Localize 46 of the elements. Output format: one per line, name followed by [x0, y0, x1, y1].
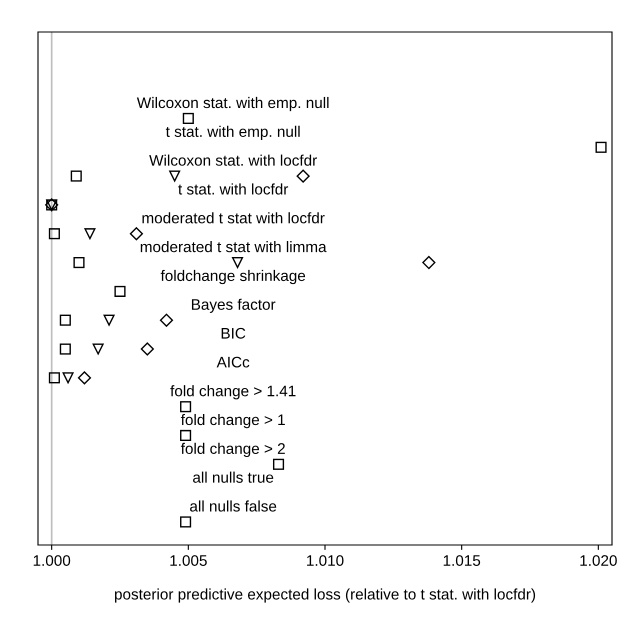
y-tick-label: Wilcoxon stat. with emp. null	[136, 96, 329, 112]
point	[84, 228, 96, 240]
point	[62, 372, 74, 384]
y-tick-label: fold change > 1	[180, 414, 285, 428]
y-tick-label: Wilcoxon stat. with locfdr	[149, 154, 317, 166]
point	[78, 371, 92, 384]
point	[296, 170, 310, 183]
y-tick-label: BIC	[222, 328, 246, 339]
point	[130, 227, 143, 240]
point	[73, 257, 85, 268]
point	[60, 314, 71, 326]
point	[180, 430, 192, 442]
point	[596, 142, 607, 153]
point	[140, 342, 154, 356]
y-tick-label: fold change > 1.41	[170, 385, 296, 400]
point	[60, 343, 71, 355]
x-tick-label: 1.010	[307, 555, 344, 566]
point	[48, 372, 60, 384]
y-tick-label: fold change > 2	[180, 442, 285, 458]
y-tick-label: moderated t stat with locfdr	[142, 212, 325, 224]
point	[104, 314, 115, 326]
point	[272, 458, 284, 470]
point	[422, 256, 436, 270]
x-tick-label: 1.000	[34, 555, 70, 566]
x-tick-label: 1.020	[580, 555, 617, 566]
point	[70, 170, 82, 182]
point	[48, 228, 60, 240]
point	[92, 343, 104, 355]
x-axis-title: posterior predictive expected loss (relative to t stat. with locfdr)	[114, 588, 536, 603]
y-tick-label: AICc	[216, 356, 250, 368]
x-tick-label: 1.015	[444, 555, 480, 566]
point	[169, 170, 180, 182]
point	[180, 401, 192, 412]
point	[180, 516, 192, 528]
y-tick-label: Bayes factor	[192, 298, 276, 313]
y-tick-label: t stat. with emp. null	[166, 126, 300, 140]
point	[182, 112, 194, 124]
y-tick-label: all nulls true	[193, 472, 274, 483]
x-tick-label: 1.005	[170, 555, 207, 566]
y-tick-label: all nulls false	[190, 500, 276, 512]
point	[232, 257, 244, 268]
point	[160, 314, 174, 327]
y-tick-label: foldchange shrinkage	[160, 270, 306, 284]
y-tick-label: moderated t stat with limma	[140, 241, 327, 252]
y-tick-label: t stat. with locfdr	[178, 183, 288, 195]
point	[114, 286, 126, 297]
